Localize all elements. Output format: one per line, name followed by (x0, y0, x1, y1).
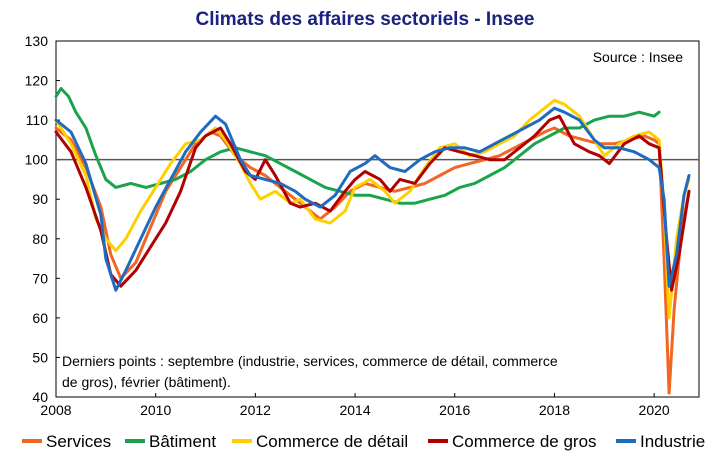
x-tick-label: 2008 (40, 402, 71, 418)
x-tick-label: 2018 (539, 402, 570, 418)
legend-label-commerce-de-gros: Commerce de gros (452, 432, 597, 451)
series-line-industrie (54, 106, 691, 292)
legend-label-commerce-de-detail: Commerce de détail (256, 432, 408, 451)
y-tick-label: 100 (25, 152, 49, 168)
x-tick-label: 2016 (439, 402, 470, 418)
y-axis: 40 50 60 70 80 90 100 110 120 130 (25, 33, 60, 405)
x-tick-label: 2012 (240, 402, 271, 418)
y-tick-label: 120 (25, 73, 49, 89)
y-tick-label: 70 (32, 270, 48, 286)
series-line-batiment (54, 87, 661, 205)
y-tick-label: 60 (32, 310, 48, 326)
y-tick-label: 50 (32, 349, 48, 365)
legend-label-services: Services (46, 432, 111, 451)
x-tick-label: 2010 (140, 402, 171, 418)
legend-label-batiment: Bâtiment (149, 432, 216, 451)
y-tick-label: 130 (25, 33, 49, 49)
y-tick-label: 80 (32, 231, 48, 247)
source-label: Source : Insee (593, 49, 683, 65)
x-axis: 2008 2010 2012 2014 2016 2018 2020 (40, 393, 670, 418)
legend: Services Bâtiment Commerce de détail Commer… (22, 432, 705, 451)
x-tick-label: 2020 (639, 402, 670, 418)
y-tick-label: 90 (32, 191, 48, 207)
chart-title: Climats des affaires sectoriels - Insee (196, 9, 535, 30)
note-line-2: de gros), février (bâtiment). (62, 374, 231, 390)
legend-label-industrie: Industrie (640, 432, 705, 451)
series-line-commerce-de-gros (54, 114, 691, 292)
y-tick-label: 40 (32, 389, 48, 405)
note-line-1: Derniers points : septembre (industrie, … (62, 353, 558, 369)
y-tick-label: 110 (26, 112, 49, 128)
series-lines (54, 87, 691, 395)
series-line-commerce-de-detail (54, 98, 691, 320)
x-tick-label: 2014 (339, 402, 370, 418)
plot-frame (55, 40, 700, 398)
